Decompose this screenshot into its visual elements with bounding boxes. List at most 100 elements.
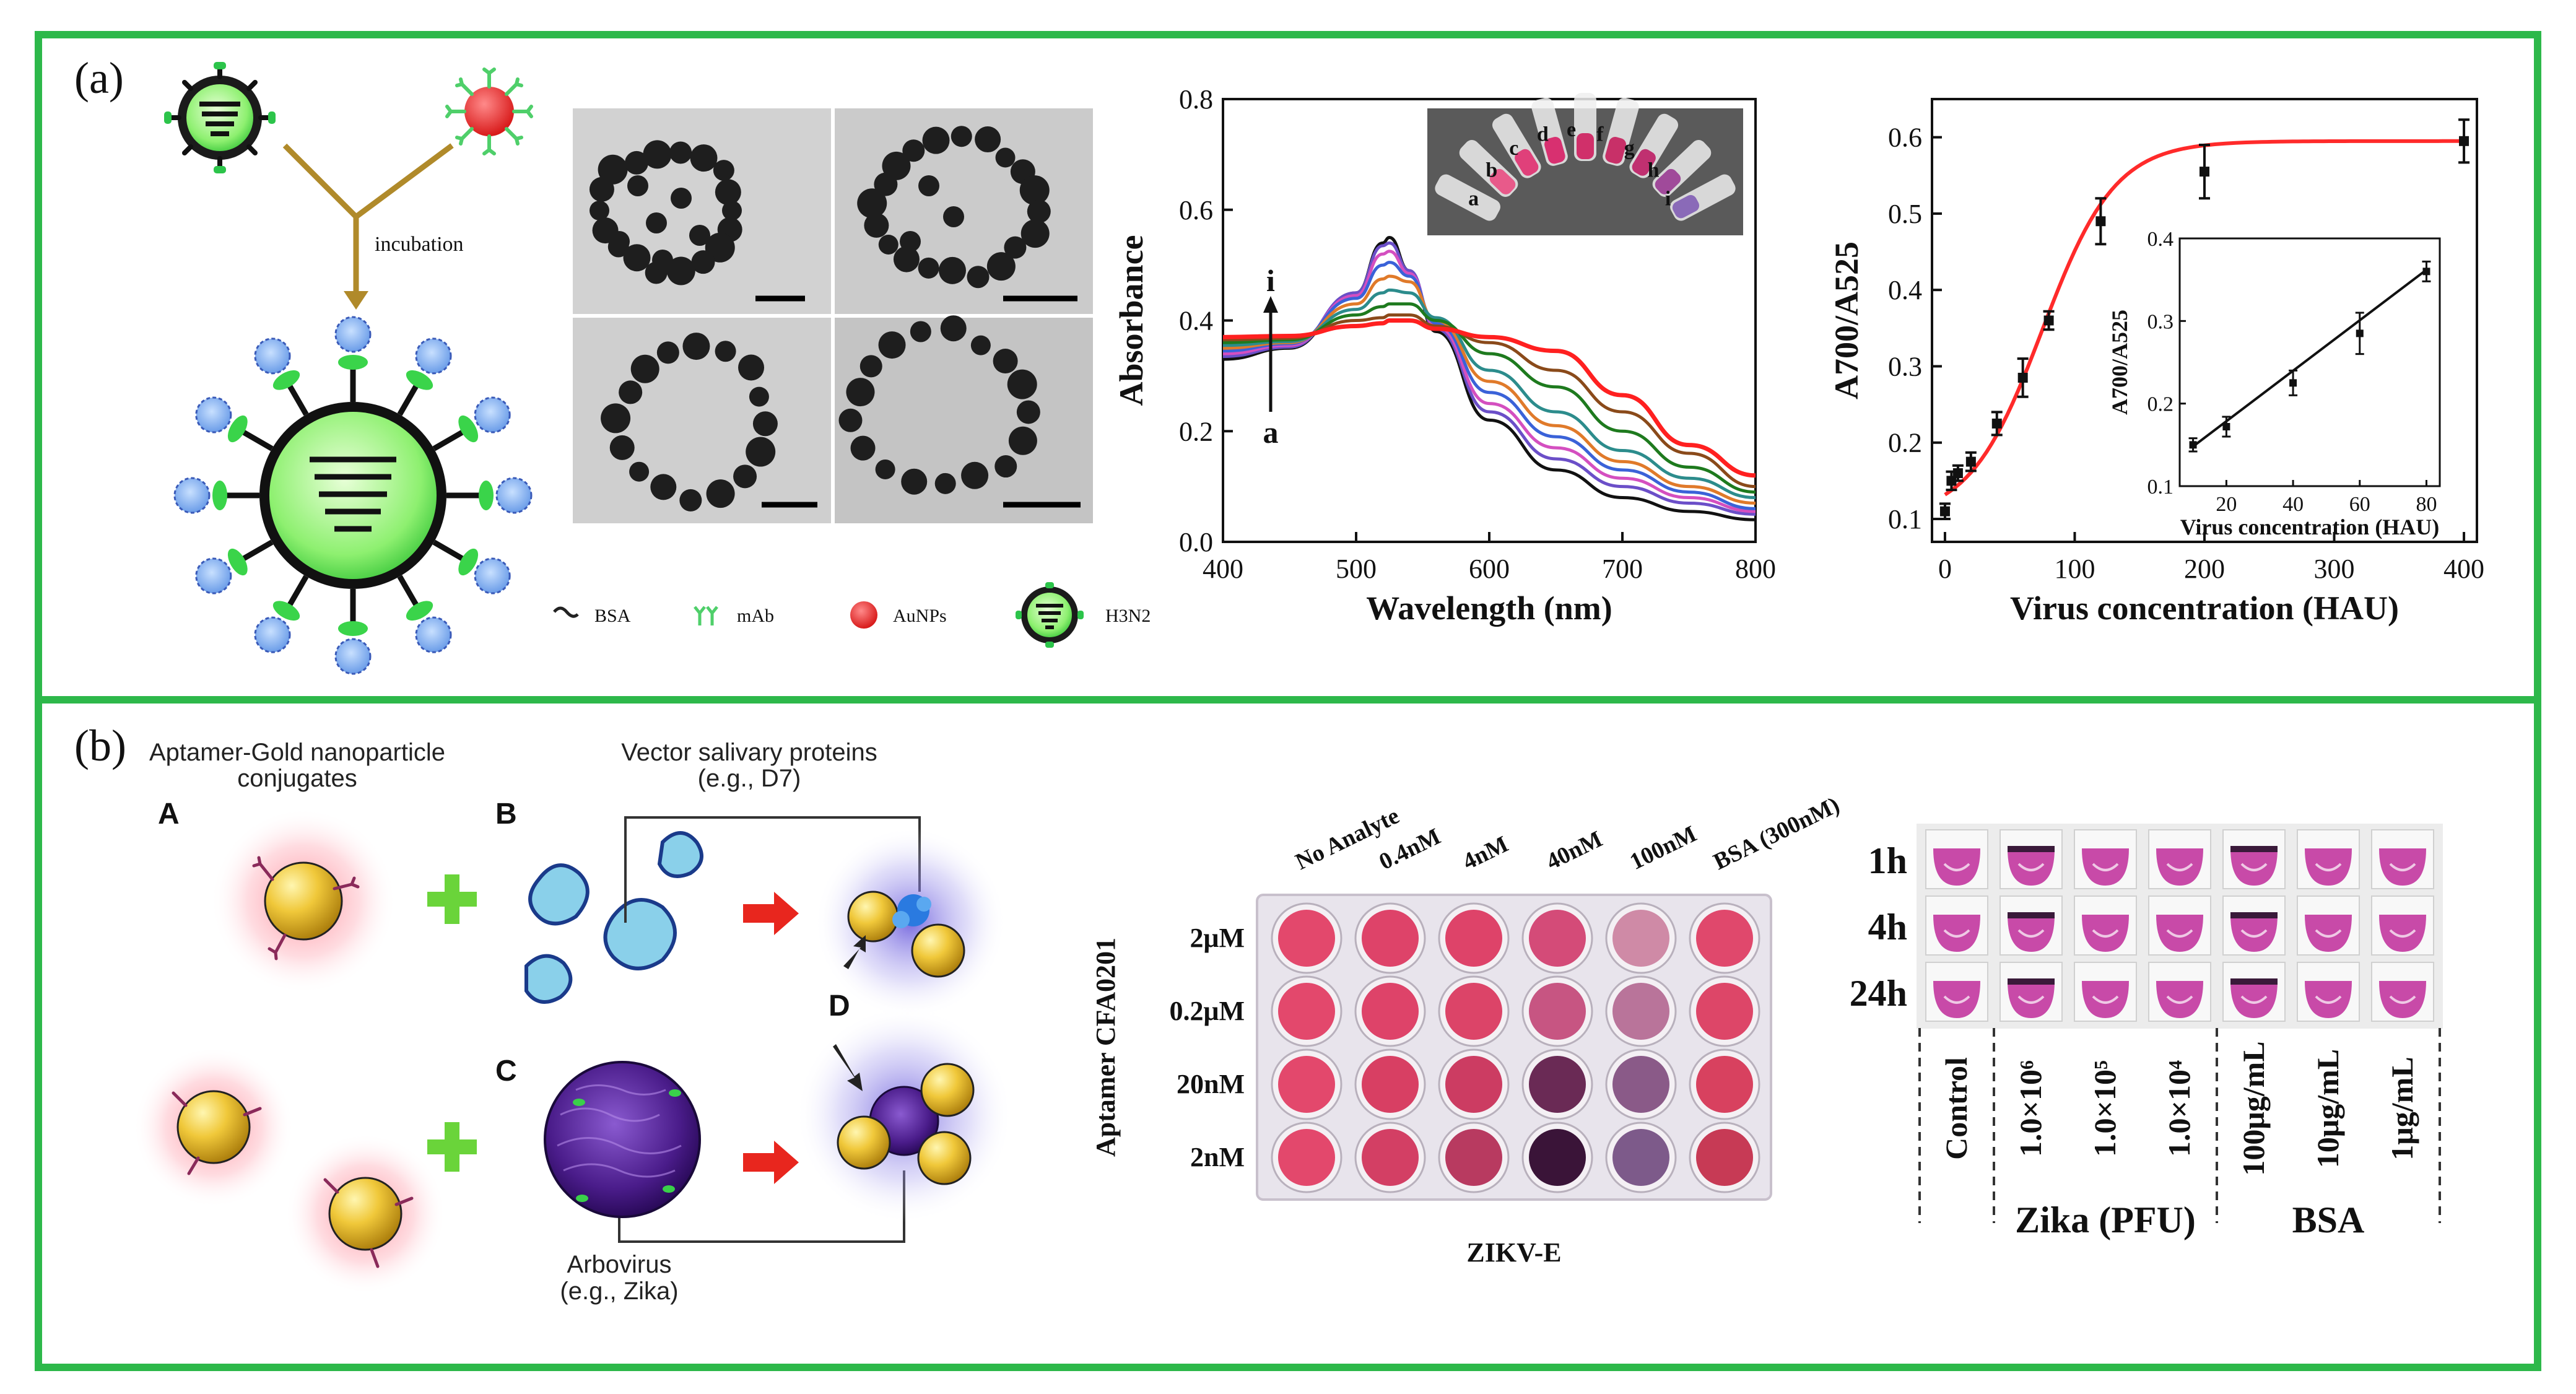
bound-aunp (173, 477, 211, 514)
bottom-label-line2: (e.g., Zika) (560, 1278, 678, 1305)
incubation-arrow (282, 143, 454, 310)
letter-a: A (158, 798, 180, 830)
inset-data-point (2189, 441, 2197, 449)
well-1-3 (1529, 983, 1586, 1040)
tube-liquid-2-2 (2082, 981, 2129, 1018)
well-2-4 (1612, 1056, 1669, 1113)
arrow-bottom-label: a (1263, 415, 1279, 450)
y-tick-label: 0.2 (1888, 428, 1922, 458)
virus-hemagglutinin (458, 548, 479, 576)
reaction-arrow-icon (743, 892, 799, 1184)
tube-liquid (1515, 149, 1539, 176)
virus-hemagglutinin (272, 601, 300, 621)
well-0-2 (1445, 910, 1502, 967)
tube-liquid-1-0 (1933, 915, 1980, 952)
inset-tube (1603, 97, 1639, 166)
well-1-5 (1696, 983, 1753, 1040)
tube-highlight (2240, 929, 2268, 938)
tube-highlight (2315, 995, 2342, 1004)
gold-particle (629, 461, 650, 482)
gold-particle (609, 231, 630, 252)
legend-bsa-label: BSA (594, 606, 631, 626)
tube-highlight (2240, 863, 2268, 871)
data-point (1946, 476, 1957, 486)
tube-highlight (2389, 929, 2416, 938)
inset-tube-label: i (1665, 187, 1671, 210)
h3n2-virus-icon (164, 62, 276, 173)
trend-arrow-head (1263, 296, 1278, 313)
x-axis-title: Virus concentration (HAU) (2010, 590, 2399, 627)
inset-tube (1652, 140, 1712, 197)
aunp-conjugate-icon (445, 68, 533, 155)
plate-x-title: ZIKV-E (1466, 1237, 1561, 1268)
gold-particle (986, 252, 1016, 281)
gold-particle (918, 175, 939, 196)
tube-liquid-0-6 (2379, 848, 2426, 886)
plate-row-label: 20nM (1177, 1069, 1245, 1099)
inset-x-tick-label: 60 (2349, 493, 2370, 516)
data-point (2200, 167, 2209, 177)
gold-nanoparticle-icon (252, 856, 360, 961)
well-3-1 (1362, 1129, 1419, 1186)
y-tick-label: 0.6 (1888, 123, 1922, 153)
salivary-proteins-icon (524, 831, 703, 1004)
gold-particle (893, 246, 920, 272)
tube-highlight (1943, 863, 1970, 871)
well-0-0 (1278, 910, 1335, 967)
virus-hemagglutinin (212, 481, 227, 510)
panel-a-label: (a) (74, 53, 124, 103)
gold-particle (1008, 426, 1037, 455)
gold-particle (715, 341, 736, 362)
inset-x-tick-label: 80 (2416, 493, 2437, 516)
tube-column-label: 1.0×10⁶ (2013, 1060, 2048, 1157)
gold-particle (619, 380, 643, 404)
tube-precipitate (2008, 912, 2055, 918)
inset-y-tick-label: 0.2 (2147, 393, 2174, 416)
bottom-label-line1: Arbovirus (567, 1251, 672, 1278)
virus-spike (432, 539, 464, 562)
inset-tube (1670, 174, 1736, 221)
inset-data-point (2289, 379, 2297, 387)
tube-liquid-2-3 (2156, 981, 2203, 1018)
aptamer-schematic: Aptamer-Gold nanoparticle conjugates Vec… (133, 739, 1012, 1305)
virus-spike (242, 429, 274, 451)
virus-hemagglutinin (338, 355, 368, 370)
gold-particle (1027, 199, 1051, 224)
gold-particle (722, 201, 742, 220)
y-tick-label: 0.4 (1888, 275, 1922, 305)
gold-particle (934, 473, 956, 494)
gold-particle (922, 126, 950, 154)
tube-highlight (2092, 863, 2119, 871)
y-tick-label: 0.8 (1179, 84, 1213, 115)
tube-liquid (1672, 194, 1700, 219)
tube-liquid-2-0 (1933, 981, 1980, 1018)
tube-liquid-1-4 (2230, 915, 2278, 952)
gold-particle (970, 335, 991, 355)
gold-particle (689, 225, 710, 246)
inset-x-axis-title: Virus concentration (HAU) (2180, 515, 2440, 539)
inset-y-tick-label: 0.1 (2147, 476, 2174, 499)
gold-particle (682, 333, 710, 360)
letter-d: D (829, 990, 850, 1022)
gold-particle (733, 464, 757, 489)
tube-highlight (2166, 863, 2193, 871)
virus-spike (432, 429, 464, 451)
group-bsa-label: BSA (2292, 1200, 2365, 1240)
well-0-5 (1696, 910, 1753, 967)
tube-liquid (1632, 149, 1656, 176)
data-point (1965, 456, 1976, 467)
gold-particle (846, 378, 875, 407)
tube-liquid-1-5 (2305, 915, 2352, 952)
scale-bars (755, 295, 1081, 508)
x-tick-label: 700 (1602, 554, 1643, 584)
well-0-3 (1529, 910, 1586, 967)
y-axis-title: A700/A525 (1828, 242, 1865, 399)
tube-precipitate (2230, 978, 2278, 985)
y-tick-label: 0.3 (1888, 351, 1922, 381)
tube-column-label: 1.0×10⁵ (2087, 1060, 2122, 1157)
plate-column-label: 100nM (1626, 821, 1701, 875)
plate-column-label: 40nM (1543, 826, 1607, 875)
x-tick-label: 200 (2184, 554, 2225, 584)
aggregated-conjugate-icon (837, 1063, 975, 1185)
